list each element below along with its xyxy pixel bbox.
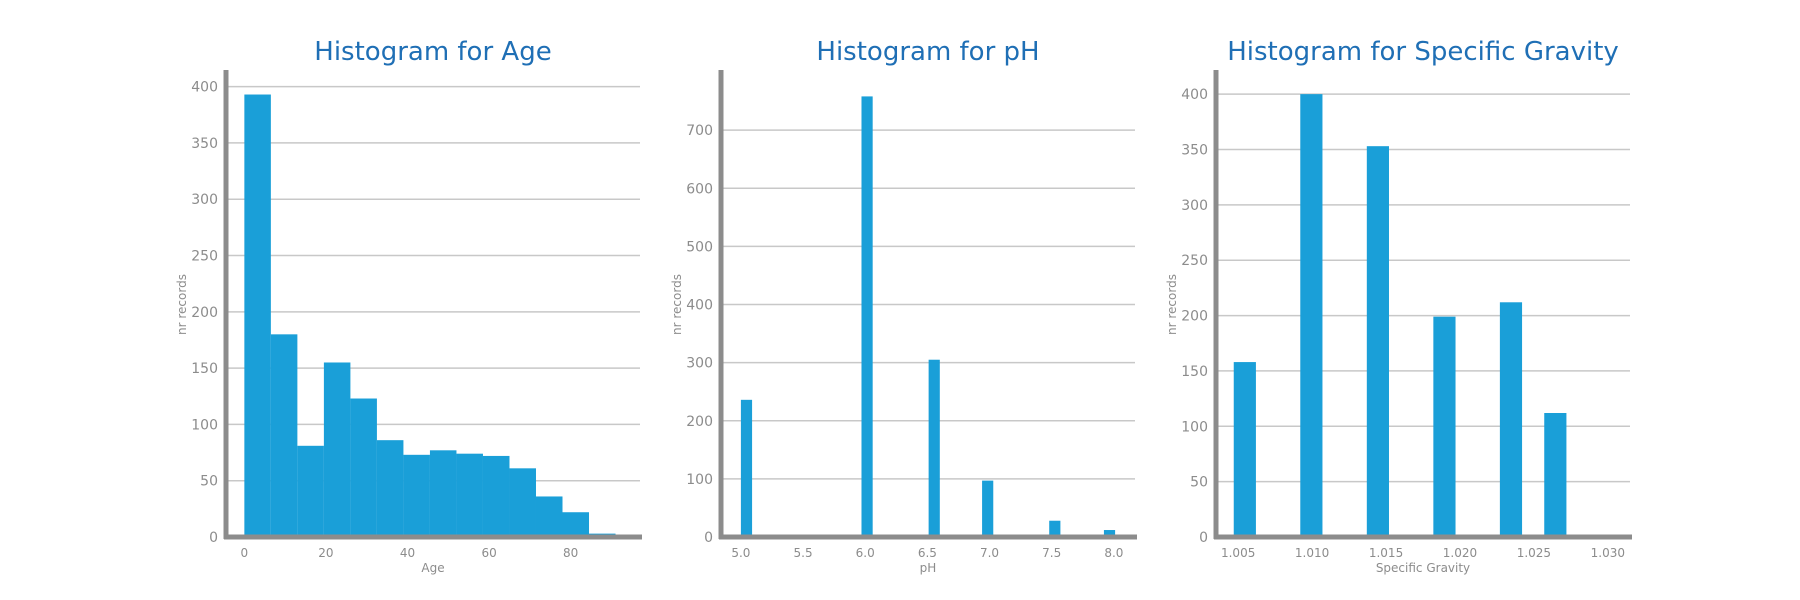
chart-title: Histogram for Specific Gravity [1227, 37, 1619, 67]
histogram-bar [1300, 94, 1323, 538]
y-tick-label: 600 [686, 181, 713, 197]
y-tick-label: 100 [1181, 419, 1208, 435]
y-tick-label: 400 [191, 80, 218, 96]
histogram-bar [982, 480, 994, 537]
histogram-bar [1366, 146, 1389, 537]
y-tick-label: 100 [191, 417, 218, 433]
x-tick-label: 5.0 [731, 546, 750, 560]
histogram-bar [1544, 413, 1567, 537]
histogram-bar [270, 334, 298, 537]
histogram-bar [861, 96, 873, 537]
histogram-bar [535, 496, 563, 537]
chart-panel-2: 0 100 200 300 400 500 600 700 5.0 5.5 6.0 6.5 7.0 7.5… [670, 37, 1137, 575]
histogram-bar [376, 440, 404, 537]
y-tick-label: 700 [686, 123, 713, 139]
y-tick-label: 150 [1181, 364, 1208, 380]
chart-panel-3: 0 50 100 150 200 250 300 350 400 1.005 1.010 1.015 1… [1165, 37, 1632, 575]
histogram-bar [509, 468, 536, 537]
histogram-bar [482, 455, 510, 537]
y-tick-label: 300 [191, 192, 218, 208]
histogram-bar [1049, 520, 1061, 537]
x-tick-label: 6.0 [856, 546, 875, 560]
x-axis-label: pH [920, 561, 937, 575]
x-tick-label: 1.005 [1221, 546, 1255, 560]
x-tick-label: 8.0 [1104, 546, 1123, 560]
x-axis-label: Age [421, 561, 444, 575]
histogram-bar [1433, 316, 1456, 537]
histogram-bar [297, 445, 324, 537]
y-tick-label: 400 [1181, 87, 1208, 103]
histogram-bar [323, 362, 351, 537]
y-tick-label: 250 [191, 249, 218, 265]
x-tick-label: 1.020 [1443, 546, 1477, 560]
x-axis-label: Specific Gravity [1376, 561, 1470, 575]
histogram-bar [740, 399, 753, 537]
y-tick-label: 300 [686, 356, 713, 372]
x-tick-label: 7.5 [1042, 546, 1061, 560]
y-tick-label: 50 [200, 474, 218, 490]
y-axis-label: nr records [175, 274, 189, 335]
y-tick-label: 250 [1181, 253, 1208, 269]
histogram-bar [350, 398, 377, 537]
chart-title: Histogram for pH [816, 37, 1039, 67]
y-tick-label: 200 [1181, 309, 1208, 325]
y-tick-label: 150 [191, 361, 218, 377]
y-tick-label: 400 [686, 298, 713, 314]
y-tick-label: 0 [209, 530, 218, 546]
x-tick-label: 1.010 [1295, 546, 1329, 560]
x-tick-label: 40 [400, 546, 415, 560]
x-tick-label: 1.025 [1517, 546, 1551, 560]
x-tick-label: 60 [481, 546, 496, 560]
histogram-bar [429, 450, 457, 537]
y-tick-label: 350 [1181, 143, 1208, 159]
y-tick-label: 350 [191, 136, 218, 152]
y-axis-label: nr records [670, 274, 684, 335]
y-tick-label: 300 [1181, 198, 1208, 214]
histogram-bar [562, 512, 590, 537]
y-tick-label: 500 [686, 239, 713, 255]
y-tick-label: 0 [1199, 530, 1208, 546]
x-tick-label: 1.030 [1591, 546, 1625, 560]
x-tick-label: 0 [241, 546, 249, 560]
x-tick-label: 80 [563, 546, 578, 560]
x-tick-label: 20 [318, 546, 333, 560]
x-tick-label: 1.015 [1369, 546, 1403, 560]
y-axis-label: nr records [1165, 274, 1179, 335]
y-tick-label: 50 [1190, 475, 1208, 491]
y-tick-label: 200 [191, 305, 218, 321]
histogram-bar [1233, 362, 1256, 537]
histogram-bar [403, 454, 430, 537]
y-tick-label: 0 [704, 530, 713, 546]
x-tick-label: 5.5 [794, 546, 813, 560]
y-tick-label: 200 [686, 414, 713, 430]
histogram-bar [244, 94, 271, 537]
y-tick-label: 100 [686, 472, 713, 488]
chart-title: Histogram for Age [314, 37, 551, 67]
chart-panel-1: 0 50 100 150 200 250 300 350 400 0 20 40 60 80 Histogr… [175, 37, 642, 575]
histogram-bar [928, 359, 940, 537]
histogram-bar [1499, 302, 1523, 537]
x-tick-label: 6.5 [918, 546, 937, 560]
histogram-bar [1103, 530, 1116, 537]
x-tick-label: 7.0 [980, 546, 999, 560]
histogram-bar [456, 453, 483, 537]
